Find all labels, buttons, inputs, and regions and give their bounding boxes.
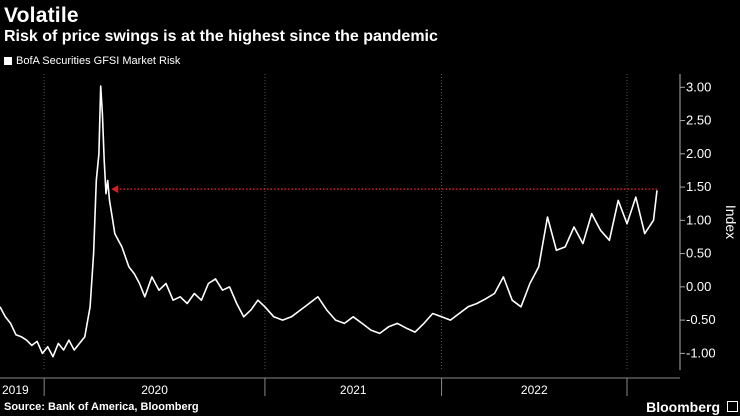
chart-subtitle: Risk of price swings is at the highest s… — [4, 28, 438, 45]
y-tick-label: -1.00 — [686, 345, 716, 360]
axis-layer: 3.00 2.50 2.00 1.50 1.00 0.50 0.00 -0.50 -1.00 In… — [0, 74, 739, 397]
annotation-layer — [111, 185, 658, 194]
x-tick-label: 2021 — [340, 383, 367, 397]
chart-title: Volatile — [4, 4, 79, 27]
y-tick-label: 2.50 — [686, 113, 711, 128]
y-tick-label: -0.50 — [686, 312, 716, 327]
x-tick-label: 2019 — [2, 383, 29, 397]
y-tick-label: 1.00 — [686, 212, 711, 227]
grid-layer — [43, 74, 628, 370]
legend: BofA Securities GFSI Market Risk — [4, 55, 180, 67]
annotation-arrowhead — [111, 185, 119, 194]
y-tick-label: 1.50 — [686, 179, 711, 194]
series-line — [0, 85, 658, 358]
y-axis-label: Index — [723, 205, 739, 239]
legend-label: BofA Securities GFSI Market Risk — [16, 55, 181, 67]
y-tick-label: 2.00 — [686, 146, 711, 161]
y-tick-label: 3.00 — [686, 79, 711, 94]
x-tick-label: 2020 — [141, 383, 168, 397]
y-tick-label: 0.50 — [686, 246, 711, 261]
x-tick-label: 2022 — [521, 383, 548, 397]
y-tick-label: 0.00 — [686, 279, 711, 294]
expand-icon[interactable] — [727, 401, 738, 412]
source-note: Source: Bank of America, Bloomberg — [4, 401, 199, 413]
legend-swatch — [4, 57, 12, 65]
brand-logo: Bloomberg — [646, 399, 720, 415]
series-layer — [0, 85, 658, 358]
